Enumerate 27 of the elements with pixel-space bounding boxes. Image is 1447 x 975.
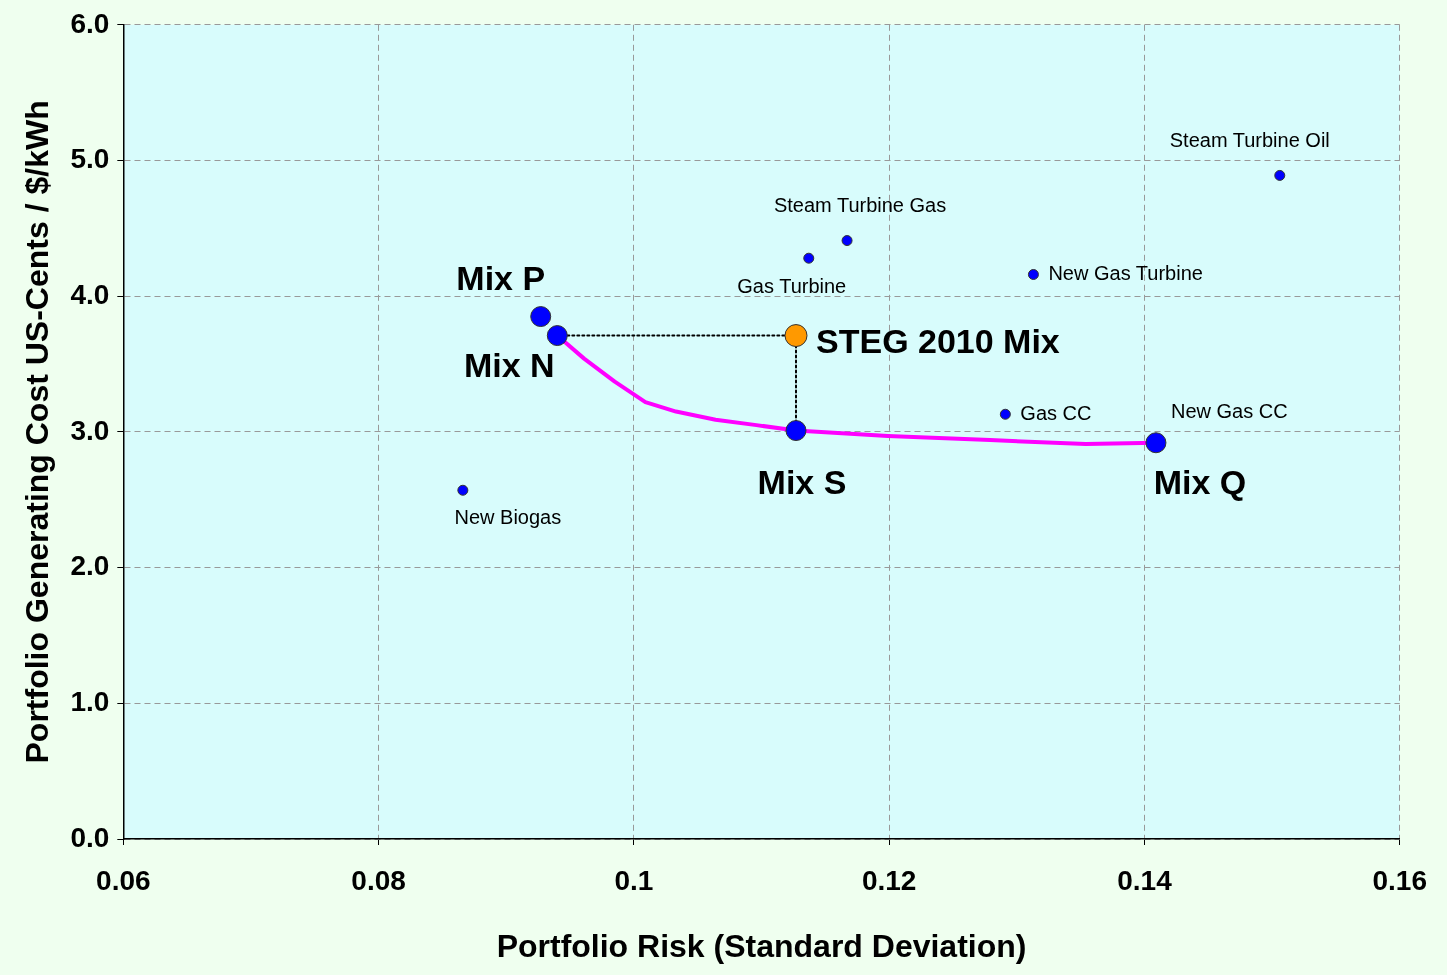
annotation: New Biogas — [454, 505, 562, 528]
x-tick-label: 0.12 — [861, 864, 917, 896]
x-tick-label: 0.06 — [96, 864, 151, 896]
y-axis-title: Portfolio Generating Cost US-Cents / $/kWh — [19, 100, 56, 764]
annotation: STEG 2010 Mix — [816, 321, 1060, 360]
annotation: Mix Q — [1153, 463, 1247, 502]
x-tick-label: 0.08 — [351, 864, 406, 896]
x-tick-label: 0.1 — [614, 864, 654, 896]
y-tick-label: 0.0 — [70, 821, 110, 853]
annotation: Mix P — [456, 258, 546, 297]
annotation: Steam Turbine Gas — [773, 194, 947, 217]
x-tick-label: 0.16 — [1372, 864, 1427, 896]
y-tick-label: 4.0 — [70, 278, 110, 310]
x-tick-label: 0.14 — [1117, 864, 1173, 896]
annotation: Steam Turbine Oil — [1169, 128, 1330, 151]
y-tick-label: 6.0 — [70, 7, 110, 39]
y-tick-label: 2.0 — [70, 550, 110, 582]
annotation: Mix S — [757, 462, 847, 501]
annotation: New Gas CC — [1170, 400, 1288, 423]
x-axis-title: Portfolio Risk (Standard Deviation) — [496, 927, 1027, 964]
annotation: New Gas Turbine — [1048, 262, 1203, 284]
annotation: Gas CC — [1020, 401, 1092, 424]
y-tick-label: 1.0 — [70, 686, 110, 718]
y-tick-label: 3.0 — [70, 414, 110, 446]
annotation: Mix N — [463, 345, 555, 384]
y-tick-label: 5.0 — [70, 143, 110, 175]
annotation: Gas Turbine — [737, 274, 847, 297]
